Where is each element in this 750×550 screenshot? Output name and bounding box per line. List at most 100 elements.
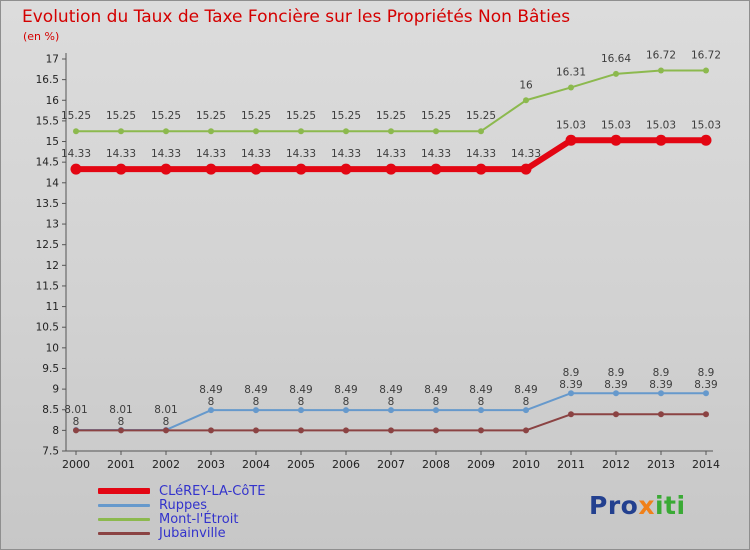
data-label: 14.33 (151, 148, 181, 160)
x-tick-label: 2009 (467, 458, 495, 471)
data-point (73, 427, 79, 434)
legend-item: Ruppes (98, 499, 265, 512)
data-label: 8.9 (608, 367, 625, 379)
data-point (118, 427, 124, 434)
data-point (433, 427, 439, 434)
data-label: 8.49 (199, 384, 222, 396)
data-point (73, 128, 79, 135)
y-tick-label: 12 (46, 260, 59, 272)
data-point (253, 128, 259, 135)
data-label: 16.64 (601, 53, 631, 65)
legend-item: Mont-l'Étroit (98, 511, 265, 527)
data-point (70, 163, 82, 175)
legend: CLéREY-LA-CôTE Ruppes Mont-l'Étroit Jubainv… (98, 485, 265, 540)
data-point (703, 390, 709, 397)
data-point (613, 70, 619, 77)
data-label: 8.01 (154, 404, 177, 416)
data-label: 15.25 (61, 110, 91, 122)
data-label: 8 (523, 396, 530, 408)
legend-item: Jubainville (98, 527, 265, 540)
logo-part: x (638, 491, 655, 520)
data-label: 8.9 (698, 367, 715, 379)
data-point (658, 67, 664, 74)
logo-part: iti (654, 491, 686, 520)
data-label: 16.72 (691, 50, 721, 62)
legend-swatch (98, 531, 150, 535)
y-tick-label: 11 (46, 301, 59, 313)
data-point (478, 407, 484, 414)
data-point (388, 427, 394, 434)
data-point (160, 163, 172, 175)
data-point (433, 407, 439, 414)
y-tick-label: 11.5 (36, 280, 59, 292)
data-point (658, 390, 664, 397)
data-point (163, 427, 169, 434)
data-label: 8 (73, 416, 80, 428)
data-label: 8 (388, 396, 395, 408)
data-label: 8.01 (64, 404, 87, 416)
data-label: 15.25 (376, 110, 406, 122)
data-label: 8 (478, 396, 485, 408)
data-point (115, 163, 127, 175)
x-tick-label: 2007 (377, 458, 405, 471)
data-point (478, 427, 484, 434)
chart-subtitle: (en %) (23, 30, 60, 43)
data-point (565, 134, 577, 146)
x-tick-label: 2004 (242, 458, 270, 471)
data-point (343, 128, 349, 135)
data-point (478, 128, 484, 135)
data-point (208, 427, 214, 434)
data-label: 15.03 (646, 119, 676, 131)
x-tick-label: 2013 (647, 458, 675, 471)
data-label: 8.39 (604, 379, 627, 391)
y-tick-label: 15 (46, 136, 59, 148)
data-point (298, 407, 304, 414)
data-label: 8 (118, 416, 125, 428)
data-label: 8.39 (694, 379, 717, 391)
data-point (118, 128, 124, 135)
data-label: 14.33 (196, 148, 226, 160)
data-point (208, 407, 214, 414)
data-label: 8 (253, 396, 260, 408)
y-tick-label: 14 (46, 177, 60, 189)
legend-swatch (98, 503, 150, 507)
x-tick-label: 2008 (422, 458, 450, 471)
x-tick-label: 2012 (602, 458, 630, 471)
data-label: 8.49 (334, 384, 357, 396)
data-label: 15.25 (196, 110, 226, 122)
logo-part: Pro (589, 491, 639, 520)
x-tick-label: 2014 (692, 458, 720, 471)
y-tick-label: 17 (46, 54, 59, 66)
data-point (700, 134, 712, 146)
data-point (610, 134, 622, 146)
data-point (298, 427, 304, 434)
y-tick-label: 14.5 (36, 157, 59, 169)
x-tick-label: 2005 (287, 458, 315, 471)
data-label: 15.03 (691, 119, 721, 131)
data-label: 8 (298, 396, 305, 408)
data-point (343, 407, 349, 414)
y-tick-label: 15.5 (36, 115, 59, 127)
data-label: 15.25 (466, 110, 496, 122)
data-point (253, 427, 259, 434)
data-label: 14.33 (421, 148, 451, 160)
data-point (295, 163, 307, 175)
data-label: 15.25 (106, 110, 136, 122)
data-label: 15.25 (286, 110, 316, 122)
x-tick-label: 2003 (197, 458, 225, 471)
data-point (703, 411, 709, 418)
y-tick-label: 8 (52, 425, 59, 437)
data-point (523, 97, 529, 104)
data-point (520, 163, 532, 175)
y-tick-label: 16 (46, 95, 60, 107)
data-label: 8 (433, 396, 440, 408)
data-label: 15.25 (151, 110, 181, 122)
data-point (430, 163, 442, 175)
data-label: 16 (519, 79, 533, 91)
data-point (433, 128, 439, 135)
data-label: 8 (343, 396, 350, 408)
y-tick-label: 10.5 (36, 322, 59, 334)
legend-item: CLéREY-LA-CôTE (98, 485, 265, 498)
legend-label: Mont-l'Étroit (159, 511, 239, 527)
